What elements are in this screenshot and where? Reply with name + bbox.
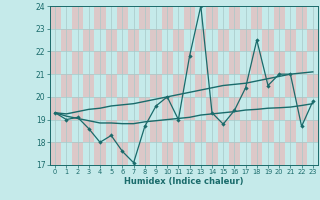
Bar [218,120,229,142]
Bar [296,142,307,165]
Bar [296,51,307,74]
Bar [229,97,240,120]
Bar [262,120,274,142]
Bar [229,142,240,165]
Bar [307,29,318,51]
Bar [72,97,83,120]
Bar [50,142,61,165]
Bar [285,120,296,142]
Bar [150,120,162,142]
Bar [251,142,262,165]
Bar [117,97,128,120]
Bar [296,6,307,29]
Bar [251,51,262,74]
Bar [83,120,94,142]
Bar [173,29,184,51]
Bar [162,142,173,165]
Bar [150,29,162,51]
Bar [251,6,262,29]
Bar [274,97,285,120]
Bar [240,29,251,51]
Bar [184,97,195,120]
Bar [195,29,206,51]
Bar [128,74,139,97]
Bar [61,74,72,97]
Bar [218,29,229,51]
Bar [218,74,229,97]
Bar [274,142,285,165]
Bar [184,6,195,29]
Bar [117,51,128,74]
Bar [240,74,251,97]
Bar [206,142,218,165]
Bar [296,97,307,120]
Bar [61,120,72,142]
Bar [229,6,240,29]
Bar [206,51,218,74]
Bar [106,120,117,142]
Bar [106,29,117,51]
Bar [139,6,150,29]
Bar [307,120,318,142]
Bar [50,51,61,74]
Bar [139,51,150,74]
Bar [150,74,162,97]
Bar [162,6,173,29]
Bar [94,51,106,74]
Bar [240,120,251,142]
Bar [72,6,83,29]
Bar [50,6,61,29]
Bar [206,6,218,29]
Bar [184,142,195,165]
Bar [195,120,206,142]
Bar [162,51,173,74]
Bar [274,51,285,74]
Bar [251,97,262,120]
Bar [117,6,128,29]
Bar [162,97,173,120]
Bar [72,142,83,165]
Bar [94,142,106,165]
Bar [83,29,94,51]
Bar [184,51,195,74]
Bar [128,120,139,142]
Bar [128,29,139,51]
Bar [50,97,61,120]
Bar [61,29,72,51]
Bar [173,74,184,97]
Bar [285,29,296,51]
Bar [206,97,218,120]
Bar [307,74,318,97]
Bar [83,74,94,97]
Bar [229,51,240,74]
Bar [274,6,285,29]
Bar [94,6,106,29]
Bar [262,29,274,51]
Bar [262,74,274,97]
Bar [117,142,128,165]
Bar [106,74,117,97]
X-axis label: Humidex (Indice chaleur): Humidex (Indice chaleur) [124,177,244,186]
Bar [139,142,150,165]
Bar [94,97,106,120]
Bar [195,74,206,97]
Bar [285,74,296,97]
Bar [173,120,184,142]
Bar [139,97,150,120]
Bar [72,51,83,74]
